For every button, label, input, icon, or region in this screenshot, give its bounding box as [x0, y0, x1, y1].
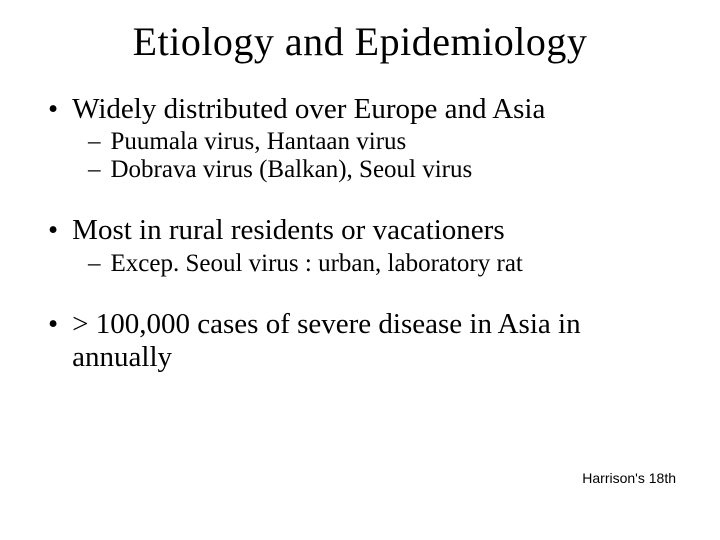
bullet-level1: • Widely distributed over Europe and Asi…	[48, 93, 680, 126]
bullet-marker-l1: •	[48, 214, 58, 247]
slide-title: Etiology and Epidemiology	[40, 18, 680, 65]
bullet-marker-l1: •	[48, 93, 58, 126]
bullet-text: Excep. Seoul virus : urban, laboratory r…	[111, 250, 523, 278]
bullet-marker-l2: –	[88, 250, 101, 278]
bullet-level1: • Most in rural residents or vacationers	[48, 214, 680, 247]
bullet-level2: – Puumala virus, Hantaan virus	[88, 128, 680, 156]
bullet-marker-l2: –	[88, 156, 101, 184]
bullet-level2: – Dobrava virus (Balkan), Seoul virus	[88, 156, 680, 184]
bullet-text: Puumala virus, Hantaan virus	[111, 128, 407, 156]
bullet-text: Dobrava virus (Balkan), Seoul virus	[111, 156, 473, 184]
bullet-level2: – Excep. Seoul virus : urban, laboratory…	[88, 250, 680, 278]
bullet-marker-l1: •	[48, 308, 58, 375]
bullet-marker-l2: –	[88, 128, 101, 156]
spacer	[40, 278, 680, 308]
spacer	[40, 184, 680, 214]
bullet-text: Most in rural residents or vacationers	[72, 214, 504, 247]
bullet-text: Widely distributed over Europe and Asia	[72, 93, 545, 126]
bullet-text: > 100,000 cases of severe disease in Asi…	[72, 308, 680, 375]
bullet-level1: • > 100,000 cases of severe disease in A…	[48, 308, 680, 375]
citation: Harrison's 18th	[582, 470, 676, 486]
